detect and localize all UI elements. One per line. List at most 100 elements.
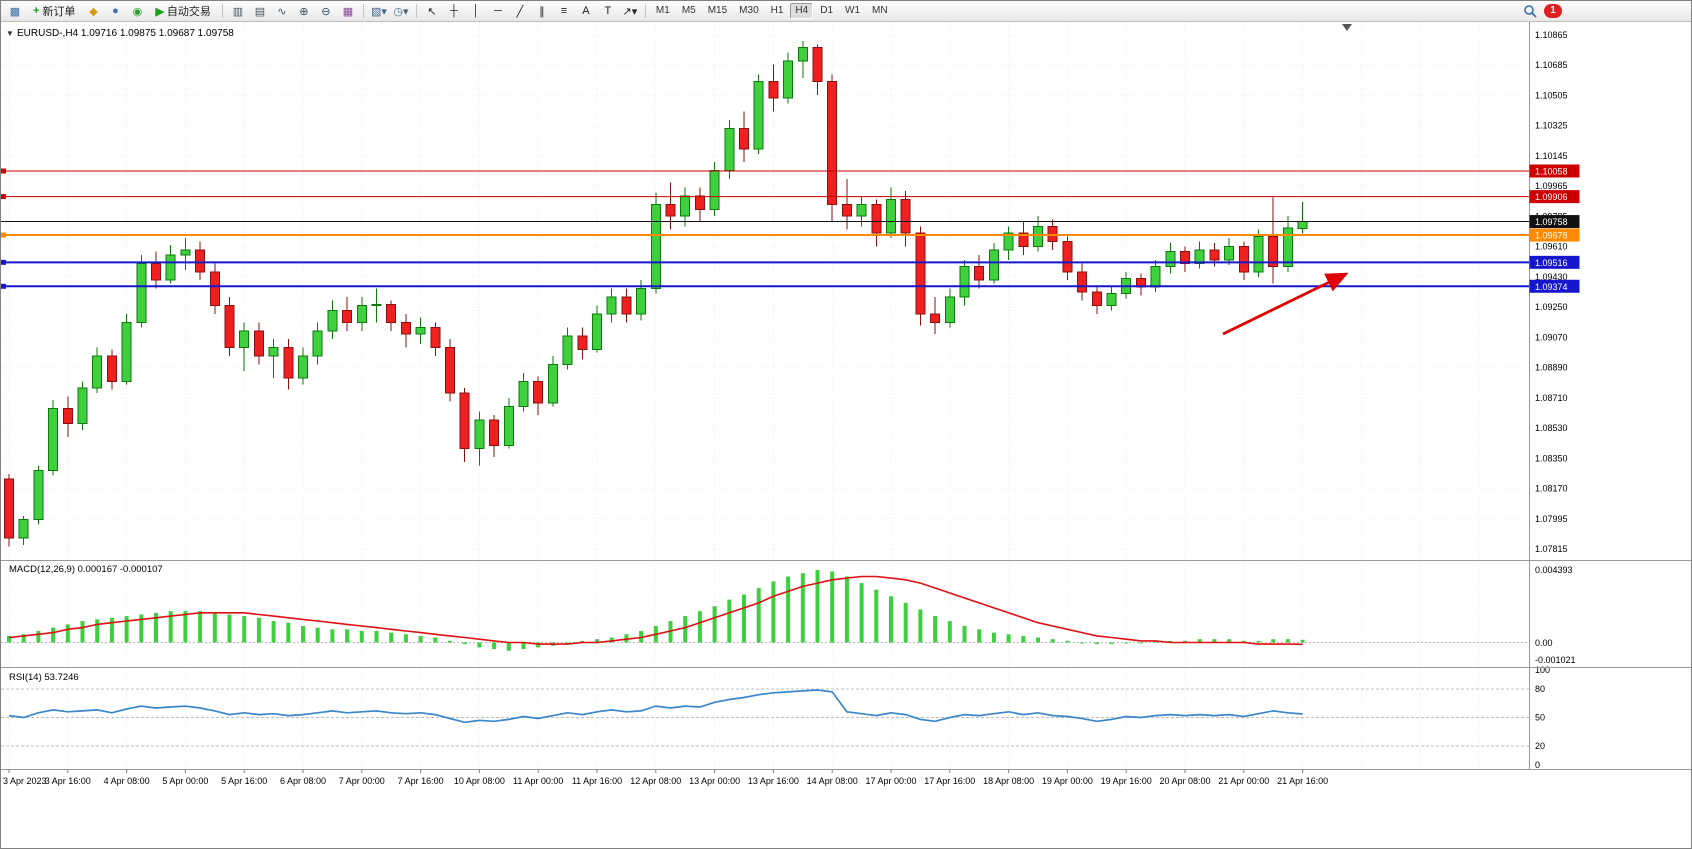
crosshair-icon[interactable]: ┼	[450, 5, 458, 17]
time-axis-label: 20 Apr 08:00	[1159, 776, 1210, 786]
macd-histogram-bar	[65, 624, 70, 643]
time-axis-label: 7 Apr 00:00	[339, 776, 385, 786]
timeframe-w1[interactable]: W1	[845, 5, 861, 16]
candle-body	[783, 60, 794, 99]
timeframe-mn[interactable]: MN	[872, 5, 888, 16]
time-axis-label: 12 Apr 08:00	[630, 776, 681, 786]
tile-windows-icon[interactable]: ▦	[342, 5, 354, 18]
hline-anchor[interactable]	[1, 283, 6, 289]
profiles-icon[interactable]: ●	[112, 5, 119, 17]
macd-histogram-bar	[242, 616, 247, 643]
new-order-button[interactable]: + 新订单	[27, 2, 81, 20]
timeframe-h4[interactable]: H4	[790, 3, 814, 19]
candle-body	[106, 355, 117, 382]
time-axis-label: 6 Apr 08:00	[280, 776, 326, 786]
candle-body	[739, 128, 749, 150]
price-badge	[1529, 164, 1580, 178]
separators[interactable]	[1, 22, 1692, 770]
macd-histogram-bar	[374, 630, 379, 643]
text-icon[interactable]: A	[582, 5, 590, 17]
macd-histogram-bar	[345, 629, 350, 643]
candlestick-chart-icon[interactable]: ▤	[254, 5, 266, 18]
price-axis-label: 1.10865	[1535, 30, 1568, 40]
candle-body	[459, 392, 470, 450]
equidistant-channel-icon[interactable]: ∥	[539, 5, 545, 18]
line-chart-icon[interactable]: ∿	[277, 5, 287, 18]
rsi-scale-label: 0	[1535, 760, 1540, 770]
search-icon[interactable]	[1523, 4, 1538, 19]
macd-title: MACD(12,26,9) 0.000167 -0.000107	[9, 564, 163, 575]
price-badge-label: 1.10058	[1535, 166, 1568, 176]
candle-body	[1194, 249, 1205, 264]
chart-area[interactable]: MACD(12,26,9) 0.000167 -0.000107 0.004393…	[1, 22, 1692, 849]
auto-trading-button-label: 自动交易	[166, 6, 211, 18]
rsi-scale-label: 20	[1535, 741, 1545, 751]
candle-body	[886, 198, 896, 234]
candles	[4, 40, 1308, 547]
candle-body	[1253, 235, 1264, 273]
hline-anchor[interactable]	[1, 259, 6, 265]
rsi-scale-label: 80	[1535, 684, 1545, 694]
timeframe-m15[interactable]: M15	[707, 5, 728, 16]
macd-histogram-bar	[536, 642, 541, 648]
hline-anchor[interactable]	[1, 232, 6, 238]
macd-histogram-bar	[830, 571, 835, 643]
time-axis-label: 13 Apr 00:00	[689, 776, 740, 786]
rsi-scale-label: 100	[1535, 665, 1550, 675]
macd-histogram-bar	[933, 616, 938, 643]
timeframe-d1[interactable]: D1	[820, 5, 834, 16]
macd-histogram-bar	[1006, 634, 1011, 643]
trendline-icon[interactable]: ╱	[516, 5, 524, 18]
macd-histogram-bar	[697, 611, 702, 643]
market-watch-icon[interactable]: ◉	[132, 5, 143, 18]
candle-body	[797, 47, 808, 62]
new-chart-dropdown[interactable]: ▧▾	[370, 5, 387, 18]
auto-trading-button[interactable]: ▶ 自动交易	[149, 2, 216, 20]
macd-histogram-bar	[433, 637, 438, 643]
macd-histogram-bar	[859, 583, 864, 643]
time-axis-label: 21 Apr 00:00	[1218, 776, 1269, 786]
candle-body	[1282, 227, 1293, 268]
macd-histogram-bar	[418, 635, 423, 643]
timeframe-m1[interactable]: M1	[655, 5, 670, 16]
candle-body	[239, 330, 250, 349]
macd-histogram-bar	[1285, 639, 1290, 643]
macd-histogram-bar	[154, 612, 158, 643]
timeframe-m30[interactable]: M30	[739, 5, 759, 16]
fibonacci-icon[interactable]: ≡	[560, 5, 568, 17]
arrows-icon[interactable]: ↗▾	[622, 5, 638, 18]
macd-histogram-bar	[947, 621, 952, 643]
zoom-in-icon[interactable]: ⊕	[299, 5, 309, 18]
periods-dropdown[interactable]: ◷▾	[393, 5, 409, 18]
hlines[interactable]	[1, 168, 1530, 289]
eurusd-h4-chart[interactable]: MACD(12,26,9) 0.000167 -0.000107 0.004393…	[1, 22, 1692, 849]
text-label-icon[interactable]: T	[604, 5, 612, 17]
hline-anchor[interactable]	[1, 194, 6, 200]
price-axis-label: 1.09250	[1535, 302, 1568, 312]
candle-body	[974, 266, 985, 281]
trend-arrow[interactable]	[1222, 272, 1349, 336]
price-axis-label: 1.10685	[1535, 60, 1568, 70]
macd-histogram-bar	[403, 634, 408, 643]
candle-body	[195, 249, 206, 273]
candle-body	[709, 170, 720, 210]
chart-shift-marker[interactable]	[1342, 24, 1352, 31]
cursor-icon[interactable]: ↖	[427, 5, 437, 18]
bar-chart-icon[interactable]: ▥	[232, 5, 244, 18]
macd-histogram-bar	[286, 622, 291, 643]
zoom-out-icon[interactable]: ⊖	[321, 5, 331, 18]
hline-anchor[interactable]	[1, 168, 6, 174]
trend-arrow-line[interactable]	[1222, 272, 1349, 336]
candle-body	[62, 407, 73, 424]
macd-histogram-bar	[903, 602, 908, 643]
macd-histogram-bar	[256, 617, 261, 643]
notification-badge[interactable]: 1	[1544, 4, 1562, 18]
vertical-line-icon[interactable]: │	[472, 5, 480, 17]
timeframe-h1[interactable]: H1	[770, 5, 784, 16]
timeframe-m5[interactable]: M5	[681, 5, 696, 16]
macd-histogram-bar	[874, 589, 879, 643]
new-chart-icon[interactable]: ▩	[9, 5, 21, 18]
horizontal-line-icon[interactable]: ─	[494, 5, 502, 17]
metaeditor-icon[interactable]: ◆	[89, 5, 98, 18]
